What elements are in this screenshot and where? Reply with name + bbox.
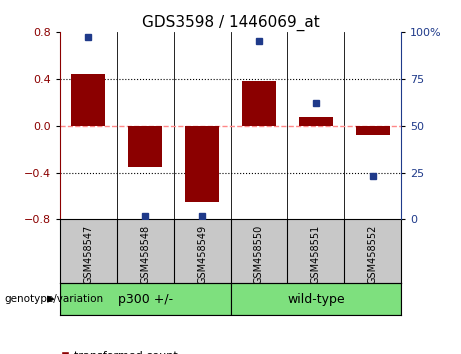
Bar xyxy=(355,126,390,135)
Text: genotype/variation: genotype/variation xyxy=(5,294,104,304)
Text: GSM458551: GSM458551 xyxy=(311,224,321,284)
Text: GSM458552: GSM458552 xyxy=(367,224,378,284)
Text: GSM458547: GSM458547 xyxy=(83,224,94,284)
Text: GSM458549: GSM458549 xyxy=(197,224,207,284)
Bar xyxy=(230,283,401,315)
Bar xyxy=(299,118,333,126)
Legend: transformed count, percentile rank within the sample: transformed count, percentile rank withi… xyxy=(61,351,262,354)
Bar xyxy=(185,126,219,202)
Text: p300 +/-: p300 +/- xyxy=(118,293,173,306)
Bar xyxy=(71,74,106,126)
Title: GDS3598 / 1446069_at: GDS3598 / 1446069_at xyxy=(142,14,319,30)
Text: GSM458548: GSM458548 xyxy=(140,224,150,284)
Bar xyxy=(128,126,162,167)
Bar xyxy=(60,283,230,315)
Text: wild-type: wild-type xyxy=(287,293,344,306)
Text: GSM458550: GSM458550 xyxy=(254,224,264,284)
Bar xyxy=(242,81,276,126)
